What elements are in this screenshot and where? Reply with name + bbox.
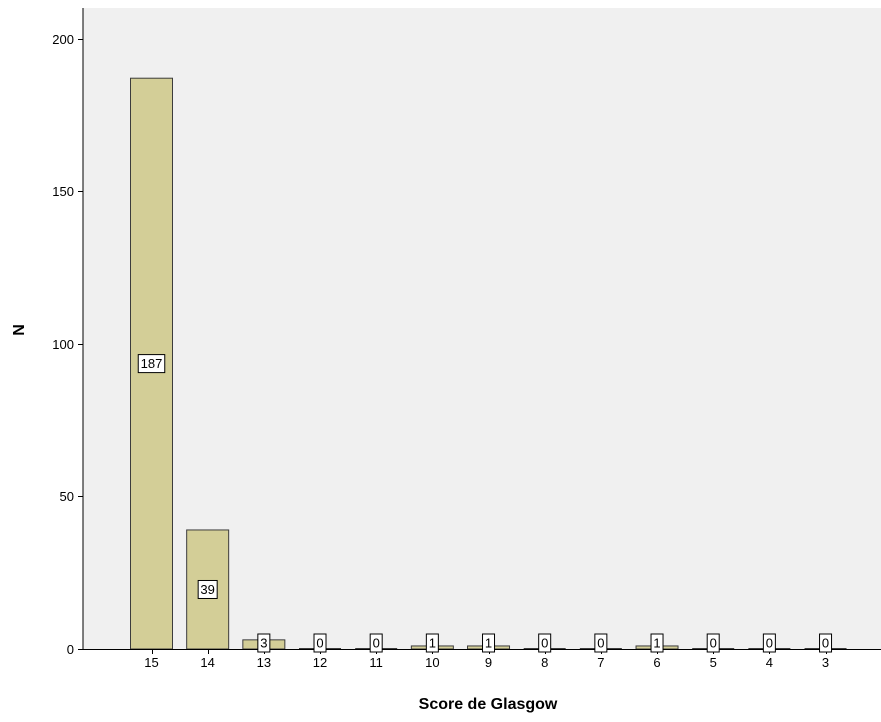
x-tick-label: 4 — [766, 655, 773, 670]
data-label-box — [257, 633, 271, 653]
data-label-4: 0 — [762, 633, 776, 653]
data-label-text: 187 — [141, 356, 163, 371]
data-label-3: 0 — [819, 633, 833, 653]
data-label-box — [594, 633, 608, 653]
data-label-text: 1 — [485, 636, 492, 651]
data-label-text: 0 — [597, 636, 604, 651]
x-tick-label: 13 — [257, 655, 271, 670]
x-tick-label: 14 — [200, 655, 214, 670]
x-axis-title: Score de Glasgow — [419, 696, 558, 713]
data-label-box — [762, 633, 776, 653]
x-tick-label: 10 — [425, 655, 439, 670]
data-label-box — [482, 633, 496, 653]
data-label-text: 0 — [822, 636, 829, 651]
data-label-box — [819, 633, 833, 653]
data-label-box — [313, 633, 327, 653]
data-label-6: 1 — [650, 633, 664, 653]
data-label-box — [538, 633, 552, 653]
data-label-text: 0 — [541, 636, 548, 651]
data-label-8: 0 — [538, 633, 552, 653]
y-tick-label: 200 — [52, 32, 74, 47]
data-label-box — [650, 633, 664, 653]
data-label-text: 3 — [260, 636, 267, 651]
x-tick-label: 6 — [653, 655, 660, 670]
data-label-text: 0 — [373, 636, 380, 651]
x-tick-label: 8 — [541, 655, 548, 670]
data-label-10: 1 — [425, 633, 439, 653]
data-label-text: 0 — [766, 636, 773, 651]
data-label-box — [197, 579, 218, 599]
data-label-text: 1 — [429, 636, 436, 651]
x-tick-label: 12 — [313, 655, 327, 670]
data-label-7: 0 — [594, 633, 608, 653]
x-tick-label: 11 — [369, 655, 383, 670]
x-tick-label: 7 — [597, 655, 604, 670]
data-label-text: 39 — [200, 582, 214, 597]
y-tick-label: 150 — [52, 184, 74, 199]
data-label-box — [369, 633, 383, 653]
data-label-text: 1 — [653, 636, 660, 651]
data-label-box — [706, 633, 720, 653]
data-label-13: 3 — [257, 633, 271, 653]
y-axis-title: N — [11, 324, 28, 336]
data-label-15: 187 — [137, 354, 166, 374]
data-label-box — [425, 633, 439, 653]
data-label-text: 0 — [710, 636, 717, 651]
y-tick-label: 50 — [60, 489, 74, 504]
x-tick-label: 5 — [710, 655, 717, 670]
x-tick-label: 9 — [485, 655, 492, 670]
data-label-text: 0 — [316, 636, 323, 651]
data-label-box — [137, 354, 166, 374]
data-label-14: 39 — [197, 579, 218, 599]
data-label-12: 0 — [313, 633, 327, 653]
y-tick-label: 0 — [67, 642, 74, 657]
data-label-11: 0 — [369, 633, 383, 653]
data-labels-layer: 187 39 3 0 0 1 1 0 0 1 0 0 0 — [137, 354, 833, 653]
x-tick-label: 3 — [822, 655, 829, 670]
data-label-9: 1 — [482, 633, 496, 653]
y-tick-label: 100 — [52, 337, 74, 352]
data-label-5: 0 — [706, 633, 720, 653]
x-tick-label: 15 — [144, 655, 158, 670]
